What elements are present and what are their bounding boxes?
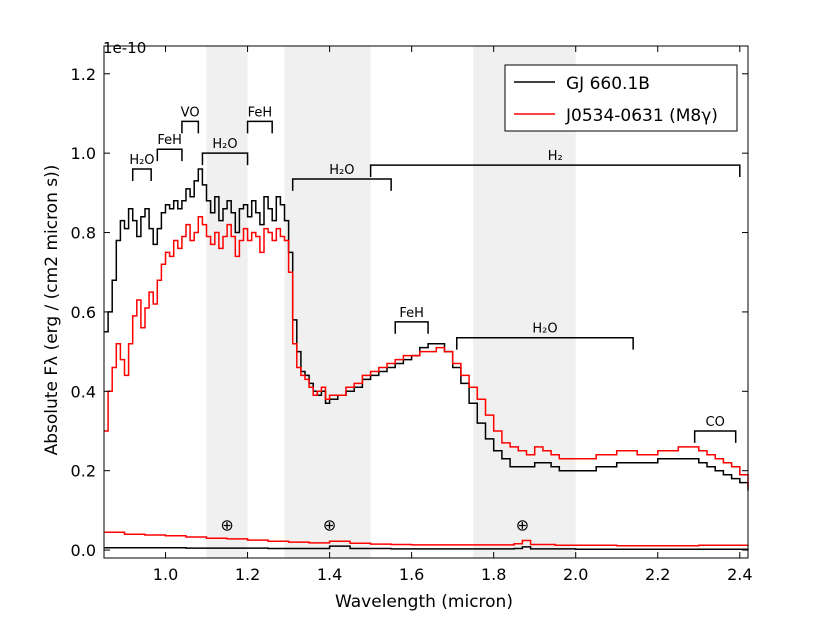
annotation-bracket-9	[693, 430, 737, 443]
annotation-bracket-4	[246, 120, 273, 134]
y-tick-label: 1.2	[71, 65, 96, 84]
x-tick-label: 2.0	[563, 565, 588, 584]
series-line-1	[104, 215, 749, 487]
annotation-label-1: FeH	[157, 133, 182, 148]
x-tick-label: 2.4	[727, 565, 752, 584]
annotation-label-0: H₂O	[129, 153, 154, 168]
x-axis-label: Wavelength (micron)	[335, 592, 513, 612]
x-tick-label: 1.0	[153, 565, 178, 584]
annotation-bracket-5	[291, 178, 392, 191]
annotation-bracket-7	[394, 321, 429, 334]
x-axis-ticks: 1.0 1.2 1.4 1.6 1.8 2.0 2.2 2.4	[153, 46, 753, 584]
annotation-bracket-2	[181, 120, 200, 134]
y-tick-label: 0.4	[71, 382, 96, 401]
legend: GJ 660.1B J0534-0631 (M8γ)	[504, 64, 738, 132]
y-tick-label: 0.0	[71, 541, 96, 560]
series-line-2	[104, 531, 749, 547]
y-axis-label: Absolute Fλ (erg / (cm2 micron s))	[42, 165, 62, 456]
annotation-bracket-1	[156, 148, 183, 162]
series-line-0	[104, 168, 749, 491]
y-axis-offset-label: 1e-10	[103, 39, 146, 57]
y-tick-label: 1.0	[71, 144, 96, 163]
annotation-label-2: VO	[181, 105, 200, 120]
x-tick-label: 1.6	[399, 565, 424, 584]
x-tick-label: 1.2	[235, 565, 260, 584]
legend-label-gj660: GJ 660.1B	[566, 74, 650, 94]
earth-markers: ⊕ ⊕ ⊕	[220, 515, 529, 534]
x-tick-label: 1.4	[317, 565, 342, 584]
annotation-label-9: CO	[706, 415, 725, 430]
legend-label-j0534: J0534-0631 (M8γ)	[565, 106, 718, 126]
annotation-label-4: FeH	[248, 105, 273, 120]
plot-frame	[103, 45, 749, 559]
series-lines	[104, 168, 749, 551]
x-tick-label: 1.8	[481, 565, 506, 584]
earth-marker-0: ⊕	[220, 515, 233, 534]
series-line-3	[104, 545, 749, 551]
y-axis-ticks: 0.0 0.2 0.4 0.6 0.8 1.0 1.2	[71, 65, 748, 560]
telluric-band-0	[206, 46, 248, 558]
annotation-bracket-8	[456, 336, 634, 350]
earth-marker-1: ⊕	[323, 515, 336, 534]
annotation-bracket-6	[369, 164, 741, 177]
annotation-label-3: H₂O	[212, 137, 237, 152]
annotation-bracket-0	[131, 168, 152, 181]
annotation-bracket-3	[201, 152, 249, 166]
annotation-label-8: H₂O	[532, 322, 557, 337]
legend-box	[504, 64, 738, 132]
y-tick-label: 0.8	[71, 224, 96, 243]
annotation-label-5: H₂O	[329, 163, 354, 178]
telluric-bands	[206, 46, 576, 558]
x-tick-label: 2.2	[645, 565, 670, 584]
y-tick-label: 0.2	[71, 462, 96, 481]
annotation-label-7: FeH	[399, 306, 424, 321]
y-tick-label: 0.6	[71, 303, 96, 322]
telluric-band-1	[284, 46, 371, 558]
annotation-label-6: H₂	[548, 149, 563, 164]
earth-marker-2: ⊕	[516, 515, 529, 534]
